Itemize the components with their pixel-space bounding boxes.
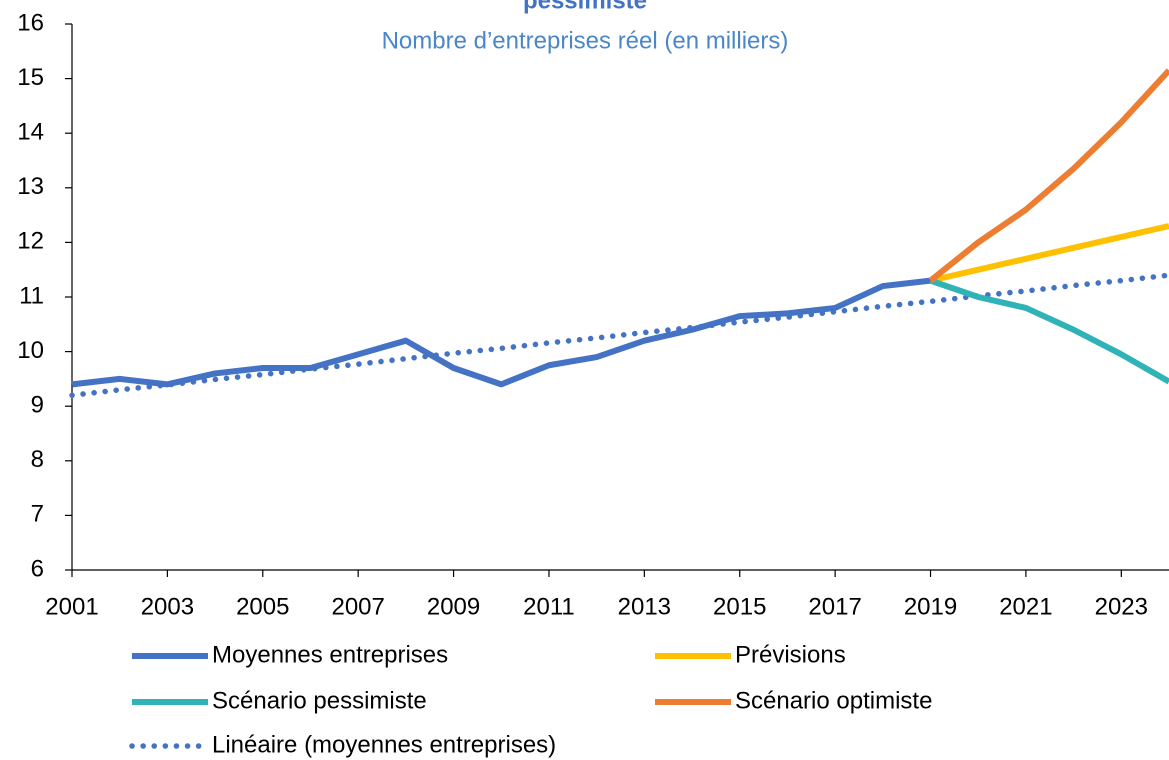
y-tick-label: 15 — [17, 64, 44, 91]
x-tick-label: 2021 — [999, 593, 1052, 620]
chart-title: pessimiste — [523, 0, 647, 14]
x-tick-label: 2019 — [904, 593, 957, 620]
x-tick-label: 2007 — [331, 593, 384, 620]
x-tick-label: 2013 — [618, 593, 671, 620]
y-tick-label: 13 — [17, 173, 44, 200]
x-tick-label: 2005 — [236, 593, 289, 620]
legend-label: Prévisions — [735, 641, 846, 668]
y-tick-label: 11 — [19, 282, 44, 309]
series-line — [71, 277, 931, 388]
y-tick-label: 7 — [31, 501, 44, 528]
y-tick-label: 6 — [31, 555, 44, 582]
legend-label: Scénario pessimiste — [212, 687, 427, 714]
y-tick-label: 10 — [17, 337, 44, 364]
y-tick-label: 8 — [31, 446, 44, 473]
x-tick-label: 2017 — [808, 593, 861, 620]
legend-label: Linéaire (moyennes entreprises) — [212, 731, 556, 758]
y-tick-label: 16 — [17, 9, 44, 36]
y-tick-label: 14 — [17, 119, 44, 146]
legend-label: Moyennes entreprises — [212, 641, 448, 668]
x-tick-label: 2009 — [427, 593, 480, 620]
series-line — [69, 272, 1169, 399]
series-line — [929, 277, 1169, 385]
series-line — [928, 68, 1169, 283]
legend-label: Scénario optimiste — [735, 687, 932, 714]
chart-subtitle: Nombre d’entreprises réel (en milliers) — [382, 27, 789, 54]
x-tick-label: 2011 — [523, 593, 575, 620]
series-line — [929, 223, 1169, 284]
y-tick-label: 9 — [31, 392, 44, 419]
x-tick-label: 2023 — [1095, 593, 1148, 620]
x-tick-label: 2001 — [45, 593, 98, 620]
x-tick-label: 2015 — [713, 593, 766, 620]
x-tick-label: 2003 — [141, 593, 194, 620]
y-tick-label: 12 — [17, 228, 44, 255]
